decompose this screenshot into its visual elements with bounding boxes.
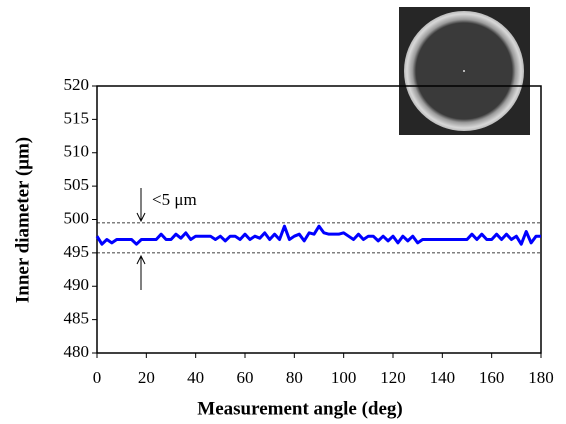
x-tick-label: 120 [380,368,406,387]
y-axis-title: Inner diameter (μm) [12,137,33,303]
annotation: <5 μm [152,190,197,209]
y-tick-label: 495 [64,242,90,261]
annotation-arrows [136,188,146,290]
x-tick-label: 160 [479,368,505,387]
y-tick-label: 520 [64,75,90,94]
y-tick-label: 505 [64,175,90,194]
x-tick-label: 80 [286,368,303,387]
x-tick-label: 60 [237,368,254,387]
y-tick-label: 490 [64,275,90,294]
x-tick-label: 0 [93,368,102,387]
y-tick-label: 485 [64,309,90,328]
data-line [95,224,541,246]
x-tick-label: 140 [430,368,456,387]
y-tick-label: 510 [64,142,90,161]
x-tick-label: 100 [331,368,357,387]
y-tick-label: 500 [64,208,90,227]
x-tick-label: 20 [138,368,155,387]
x-tick-label: 40 [187,368,204,387]
x-axis-title: Measurement angle (deg) [197,398,402,419]
x-tick-label: 180 [528,368,554,387]
inset-image [399,7,530,135]
y-tick-label: 515 [64,108,90,127]
y-tick-label: 480 [64,342,90,361]
